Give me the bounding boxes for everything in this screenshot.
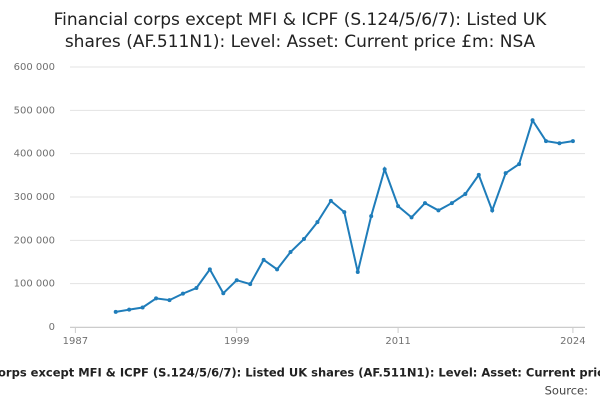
point: [570, 139, 575, 144]
x-tick-label: 2024: [560, 336, 585, 347]
point: [463, 191, 468, 196]
point: [476, 172, 481, 177]
point: [194, 286, 199, 290]
point: [369, 214, 374, 219]
point: [517, 162, 522, 167]
point: [315, 220, 320, 225]
point: [154, 296, 159, 301]
point: [261, 257, 266, 262]
point: [167, 298, 172, 303]
point: [328, 198, 333, 203]
point: [436, 208, 441, 213]
point: [140, 305, 145, 310]
point: [396, 204, 401, 209]
point: [275, 267, 280, 272]
y-tick-label: 400 000: [14, 149, 55, 160]
point: [207, 267, 212, 272]
point: [248, 282, 253, 287]
x-tick-label: 1987: [63, 336, 88, 347]
point: [113, 309, 118, 314]
point: [544, 139, 549, 144]
point: [221, 291, 226, 296]
y-tick-label: 200 000: [14, 235, 55, 246]
point: [382, 167, 387, 172]
point: [490, 208, 495, 213]
point: [301, 237, 306, 242]
point: [557, 141, 562, 146]
point: [234, 278, 239, 283]
y-tick-label: 600 000: [14, 62, 55, 73]
x-tick-label: 2011: [385, 336, 410, 347]
source: Source:: [545, 384, 588, 398]
point: [127, 307, 132, 312]
point: [180, 291, 185, 296]
y-tick-label: 500 000: [14, 105, 55, 116]
point: [503, 171, 508, 176]
y-tick-label: 0: [49, 322, 55, 333]
point: [409, 215, 414, 220]
point: [355, 269, 360, 274]
x-tick-label: 1999: [224, 336, 249, 347]
line: [115, 117, 574, 313]
y-tick-label: 100 000: [14, 279, 55, 290]
point: [342, 210, 347, 215]
point: [288, 250, 293, 255]
chart-title: shares (AF.511N1): Level: Asset: Current…: [65, 32, 536, 52]
point: [449, 201, 454, 206]
chart-title: Financial corps except MFI & ICPF (S.124…: [54, 10, 548, 30]
x-axis-label: Financial corps except MFI & ICPF (S.124…: [0, 366, 600, 380]
y-tick-label: 300 000: [14, 192, 55, 203]
point: [530, 118, 535, 123]
point: [422, 201, 427, 206]
